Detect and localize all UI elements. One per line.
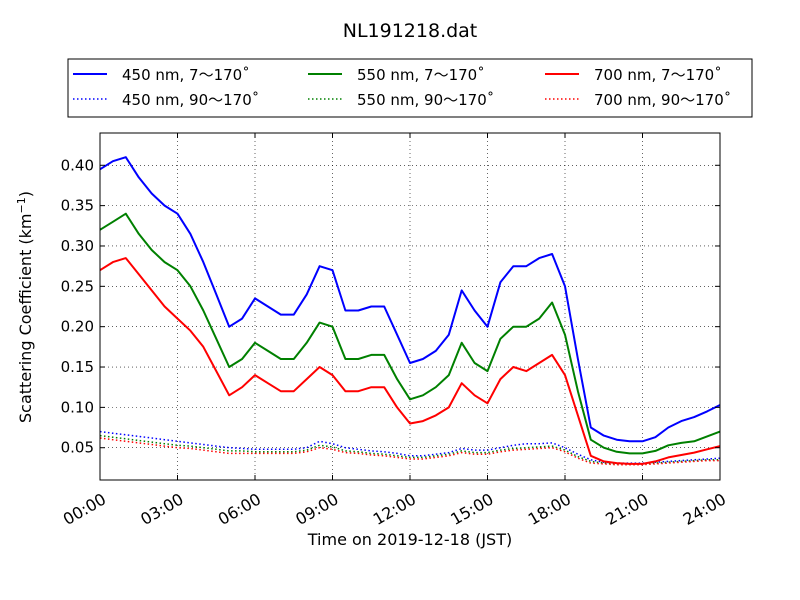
x-tick-label: 21:00	[602, 489, 651, 529]
x-tick-label: 24:00	[680, 489, 729, 529]
x-tick-labels: 00:00 03:00 06:00 09:00 12:00 15:00 18:00 21:00…	[60, 489, 729, 529]
legend-box	[67, 58, 753, 118]
y-tick-label: 0.20	[61, 318, 94, 336]
legend-items: 450 nm, 7～170˚ 450 nm, 90～170˚ 550 nm, 7～1…	[73, 66, 731, 109]
y-tick-label: 0.25	[61, 277, 94, 295]
y-axis-label-main: Scattering Coefficient (km	[16, 213, 35, 423]
chart-title: NL191218.dat	[343, 20, 478, 42]
legend-label: 450 nm, 90～170˚	[122, 91, 259, 109]
y-axis-label: Scattering Coefficient (km−1)	[15, 191, 35, 423]
x-tick-label: 15:00	[447, 489, 496, 529]
series-line-3	[99, 212, 721, 455]
series-line-5	[99, 257, 721, 465]
ticks	[99, 133, 721, 480]
y-tick-label: 0.30	[61, 237, 94, 255]
series-line-1	[99, 156, 721, 443]
legend-label: 450 nm, 7～170˚	[122, 66, 250, 84]
y-tick-label: 0.40	[61, 156, 94, 174]
legend-label: 700 nm, 7～170˚	[594, 66, 722, 84]
y-tick-label: 0.35	[61, 197, 94, 215]
x-tick-label: 18:00	[525, 489, 574, 529]
series-line-6	[99, 437, 720, 466]
y-tick-label: 0.10	[61, 398, 94, 416]
legend-label: 550 nm, 90～170˚	[357, 91, 494, 109]
y-axis-label-end: )	[16, 191, 35, 197]
y-tick-label: 0.15	[61, 358, 94, 376]
legend-label: 700 nm, 90～170˚	[594, 91, 731, 109]
x-tick-label: 00:00	[60, 489, 109, 529]
legend-label: 550 nm, 7～170˚	[357, 66, 485, 84]
x-tick-label: 12:00	[370, 489, 419, 529]
x-tick-label: 09:00	[292, 489, 341, 529]
series-layer	[99, 156, 721, 466]
x-axis-label: Time on 2019-12-18 (JST)	[307, 530, 512, 549]
series-line-2	[99, 430, 721, 464]
x-tick-label: 03:00	[137, 489, 186, 529]
y-axis-label-sup: −1	[15, 197, 28, 213]
series-line-4	[99, 434, 720, 465]
y-tick-labels: 0.05 0.10 0.15 0.20 0.25 0.30 0.35 0.40	[61, 156, 94, 456]
legend: 450 nm, 7～170˚ 450 nm, 90～170˚ 550 nm, 7～1…	[67, 58, 753, 118]
x-tick-label: 06:00	[215, 489, 264, 529]
grid	[100, 133, 720, 480]
y-tick-label: 0.05	[61, 439, 94, 457]
